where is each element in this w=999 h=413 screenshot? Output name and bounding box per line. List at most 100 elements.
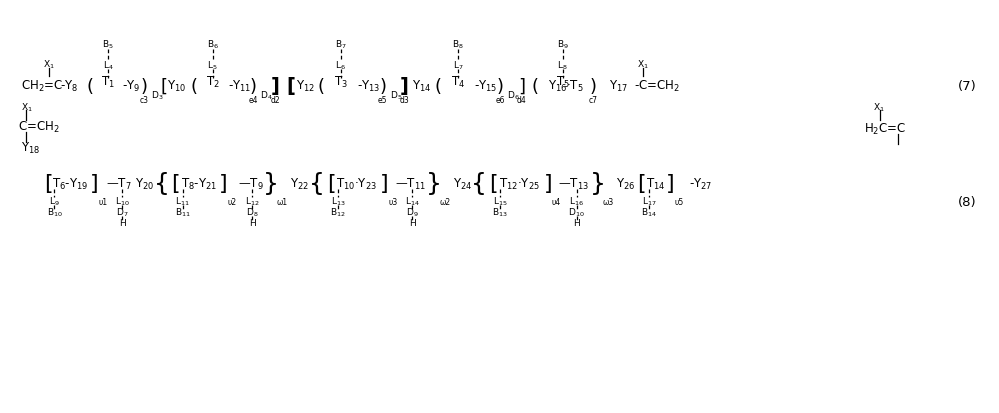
Text: υ1: υ1 — [98, 197, 107, 206]
Text: υ2: υ2 — [228, 197, 237, 206]
Text: D$_3$: D$_3$ — [151, 89, 164, 102]
Text: L$_9$: L$_9$ — [49, 195, 60, 208]
Text: H: H — [249, 219, 256, 228]
Text: L$_7$: L$_7$ — [453, 59, 464, 72]
Text: L$_{17}$: L$_{17}$ — [642, 195, 656, 208]
Text: —T$_{13}$: —T$_{13}$ — [558, 176, 589, 191]
Text: e5: e5 — [378, 96, 388, 105]
Text: Y$_{10}$: Y$_{10}$ — [167, 79, 187, 94]
Text: υ5: υ5 — [674, 197, 683, 206]
Text: [: [ — [172, 174, 180, 194]
Text: [: [ — [489, 174, 498, 194]
Text: Y$_{12}$: Y$_{12}$ — [296, 79, 315, 94]
Text: B$_6$: B$_6$ — [207, 39, 219, 51]
Text: {: { — [472, 172, 488, 196]
Text: B$_{14}$: B$_{14}$ — [641, 206, 657, 218]
Text: —T$_{11}$: —T$_{11}$ — [396, 176, 426, 191]
Text: -Y$_{15}$: -Y$_{15}$ — [475, 79, 498, 94]
Text: Y$_{17}$: Y$_{17}$ — [609, 79, 628, 94]
Text: L$_4$: L$_4$ — [103, 59, 114, 72]
Text: Y$_{26}$: Y$_{26}$ — [615, 176, 635, 191]
Text: B$_{10}$: B$_{10}$ — [47, 206, 62, 218]
Text: -Y$_{27}$: -Y$_{27}$ — [689, 176, 712, 191]
Text: D$_6$: D$_6$ — [506, 89, 519, 102]
Text: T$_{14}$: T$_{14}$ — [646, 176, 665, 191]
Text: T$_8$-Y$_{21}$: T$_8$-Y$_{21}$ — [181, 176, 217, 191]
Text: ): ) — [590, 78, 597, 95]
Text: ω2: ω2 — [440, 197, 451, 206]
Text: ): ) — [141, 78, 148, 95]
Text: L$_{10}$: L$_{10}$ — [115, 195, 130, 208]
Text: T$_3$: T$_3$ — [334, 75, 348, 90]
Text: L$_{16}$: L$_{16}$ — [569, 195, 584, 208]
Text: T$_6$-Y$_{19}$: T$_6$-Y$_{19}$ — [52, 176, 89, 191]
Text: H: H — [410, 219, 416, 228]
Text: ]: ] — [271, 77, 280, 96]
Text: -Y$_{11}$: -Y$_{11}$ — [228, 79, 251, 94]
Text: B$_7$: B$_7$ — [335, 39, 347, 51]
Text: c3: c3 — [140, 96, 149, 105]
Text: B$_8$: B$_8$ — [453, 39, 465, 51]
Text: B$_{13}$: B$_{13}$ — [493, 206, 507, 218]
Text: B$_{11}$: B$_{11}$ — [175, 206, 191, 218]
Text: }: } — [589, 172, 605, 196]
Text: d4: d4 — [517, 96, 526, 105]
Text: X$_1$: X$_1$ — [43, 59, 54, 71]
Text: (: ( — [435, 78, 442, 95]
Text: c7: c7 — [589, 96, 598, 105]
Text: L$_{15}$: L$_{15}$ — [493, 195, 507, 208]
Text: }: } — [264, 172, 280, 196]
Text: ]: ] — [90, 174, 99, 194]
Text: T$_5$: T$_5$ — [555, 75, 569, 90]
Text: -Y$_8$: -Y$_8$ — [61, 79, 79, 94]
Text: υ3: υ3 — [389, 197, 398, 206]
Text: L$_8$: L$_8$ — [557, 59, 568, 72]
Text: —T$_9$: —T$_9$ — [238, 176, 263, 191]
Text: (: ( — [87, 78, 94, 95]
Text: B$_5$: B$_5$ — [102, 39, 114, 51]
Text: L$_{13}$: L$_{13}$ — [331, 195, 346, 208]
Text: }: } — [427, 172, 443, 196]
Text: ]: ] — [219, 174, 228, 194]
Text: [: [ — [287, 77, 296, 96]
Text: -C=CH$_2$: -C=CH$_2$ — [634, 79, 680, 94]
Text: Y$_{16}$·T$_5$: Y$_{16}$·T$_5$ — [547, 79, 583, 94]
Text: e6: e6 — [496, 96, 504, 105]
Text: (: ( — [531, 78, 538, 95]
Text: X$_1$: X$_1$ — [873, 101, 885, 113]
Text: T$_4$: T$_4$ — [452, 75, 466, 90]
Text: X$_1$: X$_1$ — [637, 59, 649, 71]
Text: (7): (7) — [958, 80, 977, 93]
Text: [: [ — [637, 174, 645, 194]
Text: [: [ — [44, 174, 53, 194]
Text: [: [ — [161, 78, 168, 95]
Text: {: { — [154, 172, 170, 196]
Text: Y$_{24}$: Y$_{24}$ — [453, 176, 472, 191]
Text: (: ( — [318, 78, 325, 95]
Text: ): ) — [250, 78, 257, 95]
Text: T$_{10}$·Y$_{23}$: T$_{10}$·Y$_{23}$ — [337, 176, 378, 191]
Text: L$_5$: L$_5$ — [208, 59, 218, 72]
Text: Y$_{20}$: Y$_{20}$ — [136, 176, 155, 191]
Text: CH$_2$=C: CH$_2$=C — [21, 79, 63, 94]
Text: H: H — [119, 219, 126, 228]
Text: -Y$_9$: -Y$_9$ — [122, 79, 140, 94]
Text: H: H — [573, 219, 580, 228]
Text: T$_2$: T$_2$ — [206, 75, 220, 90]
Text: ]: ] — [381, 174, 389, 194]
Text: (8): (8) — [958, 195, 977, 208]
Text: -Y$_{13}$: -Y$_{13}$ — [357, 79, 380, 94]
Text: e4: e4 — [249, 96, 258, 105]
Text: D$_7$: D$_7$ — [116, 206, 128, 218]
Text: H$_2$C=C: H$_2$C=C — [864, 121, 906, 136]
Text: ]: ] — [543, 174, 552, 194]
Text: {: { — [309, 172, 325, 196]
Text: υ4: υ4 — [551, 197, 561, 206]
Text: D$_9$: D$_9$ — [407, 206, 419, 218]
Text: Y$_{14}$: Y$_{14}$ — [412, 79, 432, 94]
Text: [: [ — [327, 174, 336, 194]
Text: ]: ] — [518, 78, 525, 95]
Text: ): ) — [497, 78, 503, 95]
Text: X$_1$: X$_1$ — [21, 101, 32, 113]
Text: (: ( — [190, 78, 197, 95]
